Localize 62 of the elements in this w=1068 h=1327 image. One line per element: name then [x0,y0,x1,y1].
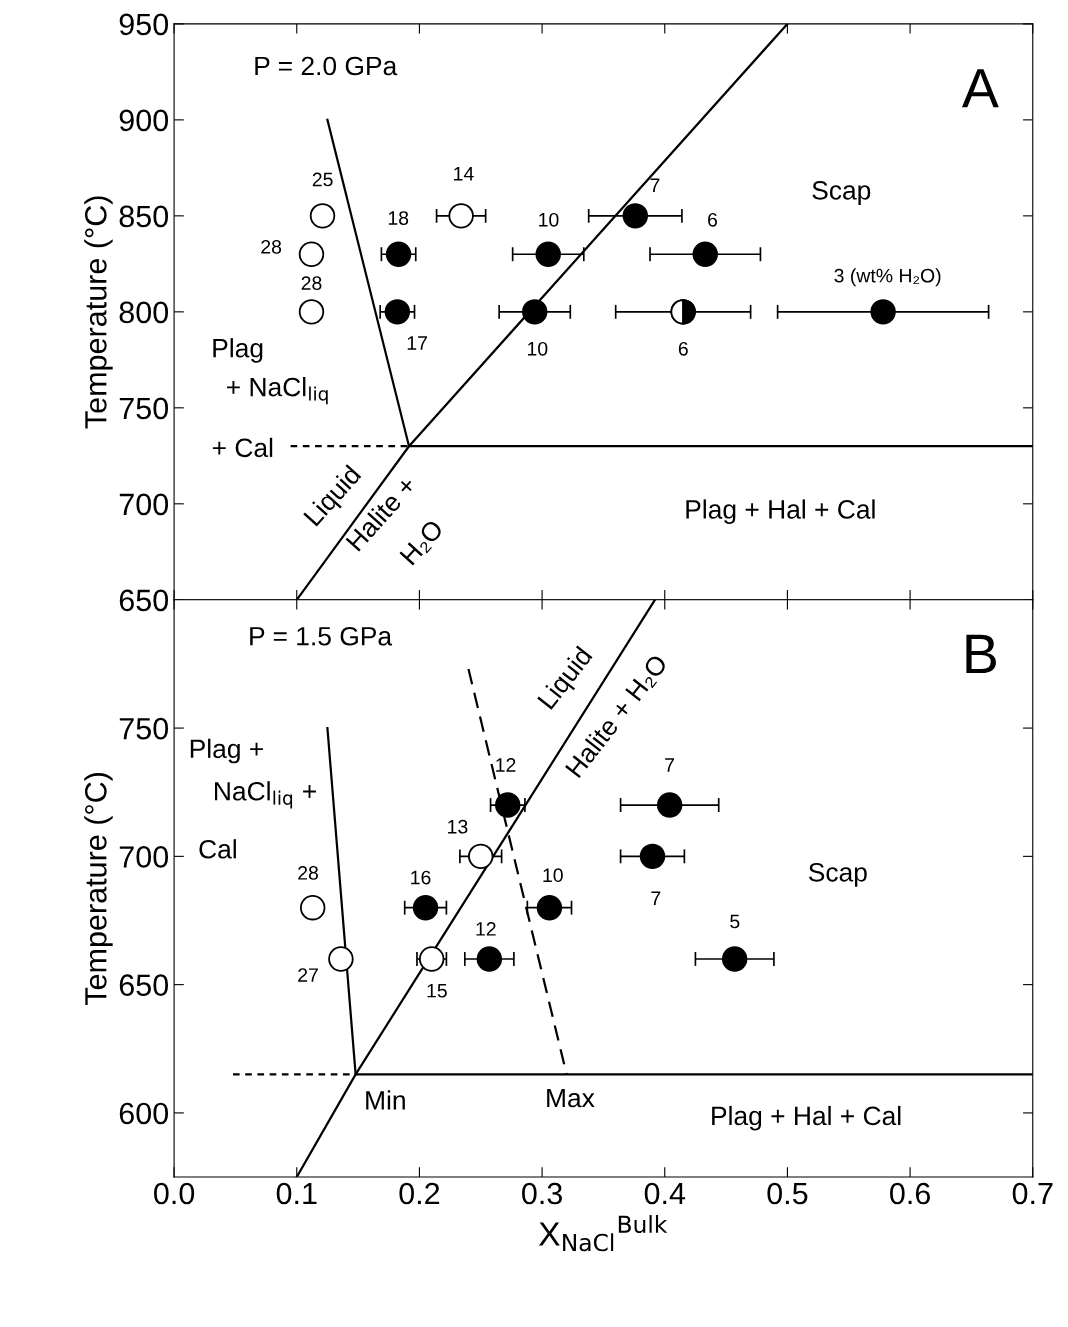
annotation: 10 [539,212,559,227]
annotation: Plag + Hal + Cal [686,499,875,524]
x-axis-title: X$_{NaCl}$$^{Bulk}$ [539,1215,668,1252]
y-tick-label: 650 [119,589,169,612]
x-tick-label: 0.1 [276,1182,317,1205]
annotation: 10 [527,341,548,356]
annotation: 25 [312,172,333,187]
y-tick-label: 800 [119,301,169,324]
annotation: Plag + Hal + Cal [712,1105,901,1131]
annotation: Scap [812,181,871,205]
annotation: Plag + [190,738,263,764]
annotation: 6 [678,341,688,356]
annotation: 7 [651,891,661,905]
annotation: 16 [411,870,431,885]
annotation: 15 [427,983,447,998]
annotation: 5 [730,914,740,929]
annotation: 12 [496,758,516,772]
x-tick-label: 0.3 [522,1182,562,1205]
x-tick-label: 0.0 [154,1182,195,1205]
y-tick-label: 700 [119,493,169,516]
x-tick-label: 0.4 [644,1182,686,1205]
x-tick-label: 0.2 [399,1182,440,1205]
annotation: 6 [708,212,718,227]
x-tick-label: 0.6 [890,1182,930,1205]
annotation: P = 2.0 GPa [255,56,398,76]
y-tick-label: 850 [119,205,169,228]
annotation: H₂O [399,518,446,567]
annotation: + Cal [212,437,273,458]
annotation: 7 [665,758,674,772]
annotation: NaCl$_{liq}$ + [215,781,316,809]
annotation: 10 [543,868,563,883]
y-tick-label: 700 [119,846,169,868]
annotation: Plag [213,338,263,363]
y-tick-label: 600 [119,1102,169,1125]
annotation: B [966,634,996,674]
annotation: Scap [808,862,867,887]
annotation: 14 [454,167,474,181]
annotation: + NaCl$_{liq}$ [227,377,328,405]
y-tick-label: 650 [119,974,169,997]
y-tick-label: 750 [119,717,169,740]
annotation: 7 [650,178,660,192]
annotation: 28 [298,866,319,880]
annotation: 18 [388,211,409,225]
y-tick-label: 950 [119,13,169,36]
annotation: A [961,69,999,108]
annotation: 13 [448,819,468,834]
annotation: 28 [261,239,282,254]
y-axis-title: Temperature (°C) [84,196,113,429]
y-axis-title: Temperature (°C) [84,772,113,1006]
x-tick-label: 0.7 [1012,1182,1053,1205]
x-tick-label: 0.5 [767,1182,808,1205]
y-tick-label: 900 [119,109,169,132]
annotation: Cal [199,839,236,859]
annotation: 27 [298,968,318,982]
annotation: Min [366,1090,405,1110]
annotation: 17 [407,336,427,350]
y-tick-label: 750 [119,397,169,420]
annotation: 28 [301,276,322,290]
annotation: 3 (wt% H₂O) [834,268,941,287]
annotation: Max [547,1088,595,1108]
annotation: 12 [476,922,496,936]
annotation: P = 1.5 GPa [250,626,393,646]
